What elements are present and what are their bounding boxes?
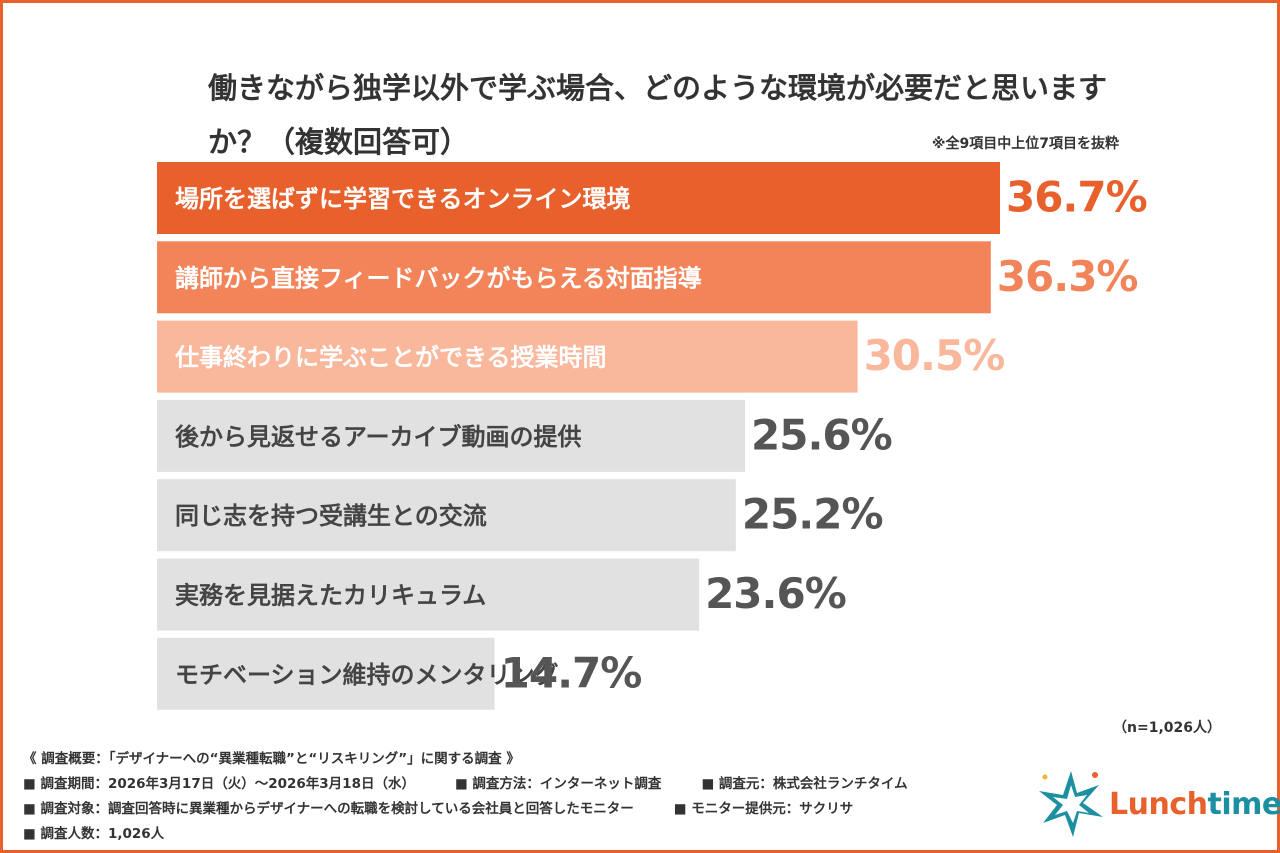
category-label: 場所を選ばずに学習できるオンライン環境 — [175, 185, 631, 213]
survey-item: ■ 調査期間：2026年3月17日（火）～2026年3月18日（水） — [23, 776, 415, 792]
bar — [157, 558, 700, 631]
survey-row: ■ 調査期間：2026年3月17日（火）～2026年3月18日（水） ■ 調査方法… — [23, 772, 948, 797]
value-label: 14.7% — [501, 648, 642, 697]
logo-part: Lunch — [1109, 787, 1208, 822]
survey-item: ■ 調査元：株式会社ランチタイム — [701, 776, 908, 792]
logo-icon — [1039, 771, 1103, 837]
bar — [157, 637, 495, 710]
logo-text: Lunchtime — [1109, 787, 1280, 822]
bar — [157, 320, 858, 393]
survey-outline: 《 調査概要：「デザイナーへの“異業種転職”と“リスキリング”」に関する調査 》… — [23, 747, 948, 847]
survey-item: ■ 調査方法：インターネット調査 — [454, 776, 662, 792]
value-label: 36.3% — [997, 252, 1138, 301]
survey-row: ■ 調査対象：調査回答時に異業種からデザイナーへの転職を検討している会社員と回答… — [23, 797, 948, 822]
survey-item: ■ 調査対象：調査回答時に異業種からデザイナーへの転職を検討している会社員と回答… — [23, 801, 634, 817]
category-label: 実務を見据えたカリキュラム — [175, 582, 486, 610]
note: ※全9項目中上位7項目を抜粋 — [931, 136, 1119, 152]
category-label: 仕事終わりに学ぶことができる授業時間 — [174, 344, 607, 372]
bar — [157, 399, 746, 472]
category-label: 講師から直接フィードバックがもらえる対面指導 — [175, 264, 702, 292]
category-label: 同じ志を持つ受講生との交流 — [175, 502, 487, 530]
bar — [157, 479, 736, 552]
chart: 場所を選ばずに学習できるオンライン環境 36.7% 講師から直接フィードバックがもら… — [157, 162, 1148, 710]
value-label: 30.5% — [864, 331, 1005, 380]
survey-item: ■ モニター提供元：サクリサ — [673, 801, 854, 817]
survey-row: ■ 調査人数：1,026人 — [23, 822, 948, 847]
logo: Lunchtime — [1033, 763, 1280, 843]
category-label: 後から見返せるアーカイブ動画の提供 — [175, 423, 582, 451]
survey-item: ■ 調査人数：1,026人 — [23, 826, 165, 842]
sample-size: （n=1,026人） — [1113, 720, 1221, 736]
value-label: 25.2% — [742, 490, 883, 539]
chart-title: 働きながら独学以外で学ぶ場合、どのような環境が必要だと思いますか？（複数回答可） — [208, 71, 1108, 159]
logo-part: time — [1207, 787, 1280, 822]
value-label: 25.6% — [751, 410, 892, 459]
survey-heading: 《 調査概要：「デザイナーへの“異業種転職”と“リスキリング”」に関する調査 》 — [23, 751, 520, 767]
bar — [157, 162, 1000, 234]
value-label: 23.6% — [705, 569, 846, 618]
bar — [157, 241, 991, 314]
category-label: モチベーション維持のメンタリング — [175, 661, 559, 689]
value-label: 36.7% — [1006, 173, 1147, 222]
